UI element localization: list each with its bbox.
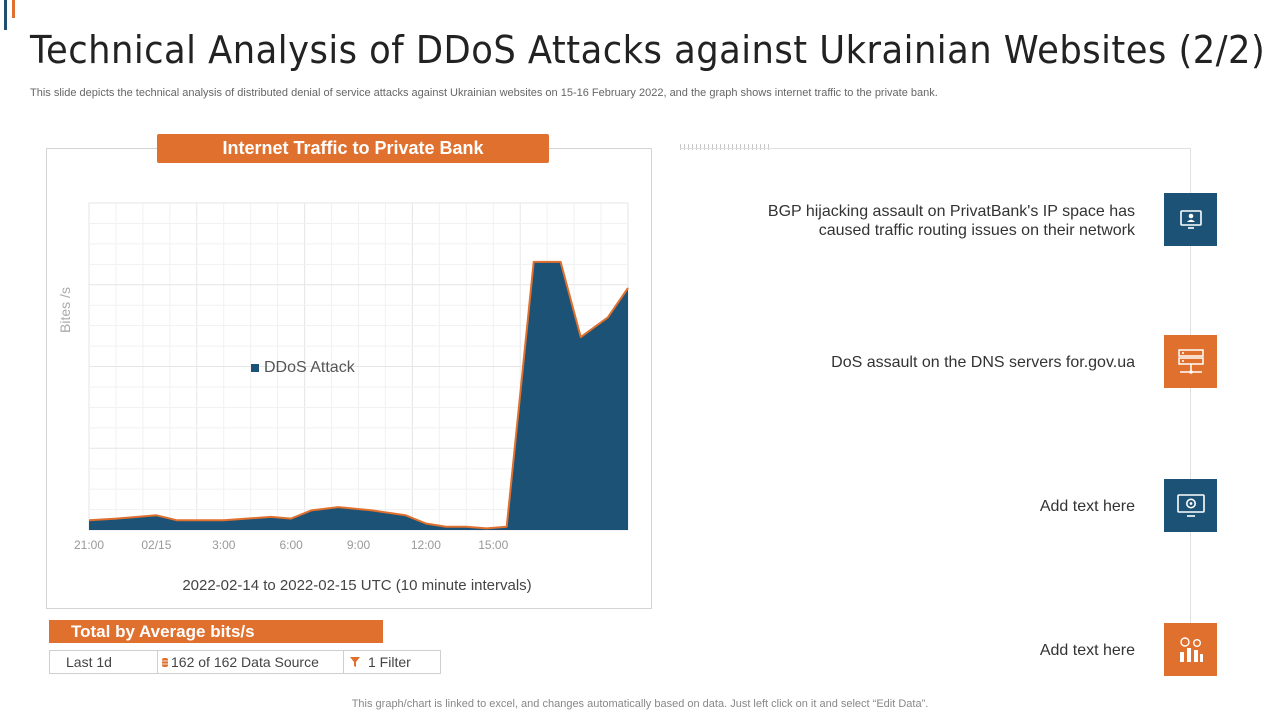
y-axis-label: Bites /s [57, 287, 73, 333]
filter-label: 1 Filter [368, 654, 411, 670]
x-tick-label: 12:00 [411, 538, 441, 552]
timeline-line-horizontal [680, 148, 1190, 149]
timeline-item-4-text: Add text here [1039, 642, 1135, 659]
x-tick-labels: 21:00 02/15 3:00 6:00 9:00 12:00 15:00 [74, 538, 509, 552]
timeline-item-1-text: BGP hijacking assault on PrivatBank's IP… [767, 203, 1135, 239]
total-banner: Total by Average bits/s [49, 620, 383, 643]
filter-row: Last 1d 162 of 162 Data Source 1 Filter [49, 650, 441, 674]
monitor-settings-icon [1176, 493, 1205, 517]
monitor-user-icon [1179, 209, 1202, 229]
timeline-item-3-icon[interactable] [1164, 479, 1217, 532]
x-tick-label: 3:00 [212, 538, 236, 552]
data-source-cell[interactable]: 162 of 162 Data Source [158, 651, 344, 673]
legend-label: DDoS Attack [264, 359, 355, 376]
chart-legend: DDoS Attack [251, 359, 355, 377]
footer-note: This graph/chart is linked to excel, and… [351, 698, 929, 710]
x-tick-label: 15:00 [478, 538, 508, 552]
x-tick-label: 21:00 [74, 538, 104, 552]
accent-bar-blue [4, 0, 7, 30]
filter-cell[interactable]: 1 Filter [344, 651, 440, 673]
data-source-label: 162 of 162 Data Source [171, 654, 319, 670]
slide-subtitle: This slide depicts the technical analysi… [30, 87, 938, 99]
timeline-item-4-icon[interactable] [1164, 623, 1217, 676]
timeline-item-3-text: Add text here [1039, 498, 1135, 515]
chart-title: Internet Traffic to Private Bank [157, 134, 549, 163]
server-icon [1177, 348, 1204, 374]
filter-icon [350, 657, 360, 667]
chart-area-layer [88, 260, 629, 530]
database-icon [162, 657, 168, 667]
legend-swatch [251, 364, 259, 372]
period-label: Last 1d [66, 654, 112, 670]
x-tick-label: 02/15 [141, 538, 171, 552]
series-line-ddos-attack[interactable] [88, 260, 629, 530]
period-cell[interactable]: Last 1d [50, 651, 158, 673]
timeline-item-2-text: DoS assault on the DNS servers for.gov.u… [831, 354, 1135, 371]
timeline-line-vertical [1190, 148, 1191, 648]
money-chart-icon [1179, 636, 1203, 662]
x-axis-label: 2022-02-14 to 2022-02-15 UTC (10 minute … [182, 577, 531, 594]
accent-bar-orange [12, 0, 15, 18]
timeline-ticks [680, 144, 770, 150]
timeline-item-1-icon[interactable] [1164, 193, 1217, 246]
slide-title: Technical Analysis of DDoS Attacks again… [30, 28, 1266, 72]
timeline-item-2-icon[interactable] [1164, 335, 1217, 388]
x-tick-label: 6:00 [279, 538, 303, 552]
x-tick-label: 9:00 [347, 538, 371, 552]
